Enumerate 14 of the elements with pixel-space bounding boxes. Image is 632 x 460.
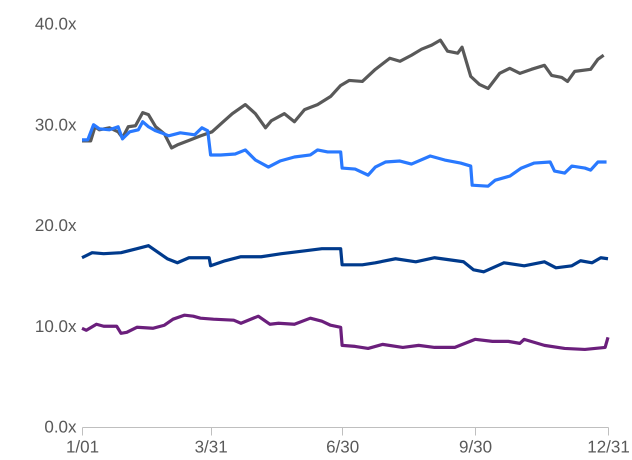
line-series (80, 120, 608, 188)
y-tick-label: 40.0x (34, 14, 77, 34)
x-tick-label: 1/01 (66, 438, 100, 456)
y-tick-label: 30.0x (34, 115, 77, 134)
x-tick-label: 12/31 (587, 438, 630, 456)
y-tick-label: 0.0x (44, 418, 77, 436)
x-tick-label: 9/30 (459, 438, 492, 456)
x-tick-label: 3/31 (194, 438, 228, 456)
x-tick-label: 6/30 (326, 438, 360, 456)
line-series (80, 38, 606, 150)
line-series (80, 314, 610, 352)
y-tick-label: 10.0x (34, 316, 77, 336)
line-series (80, 244, 610, 274)
y-tick-label: 20.0x (34, 216, 77, 235)
